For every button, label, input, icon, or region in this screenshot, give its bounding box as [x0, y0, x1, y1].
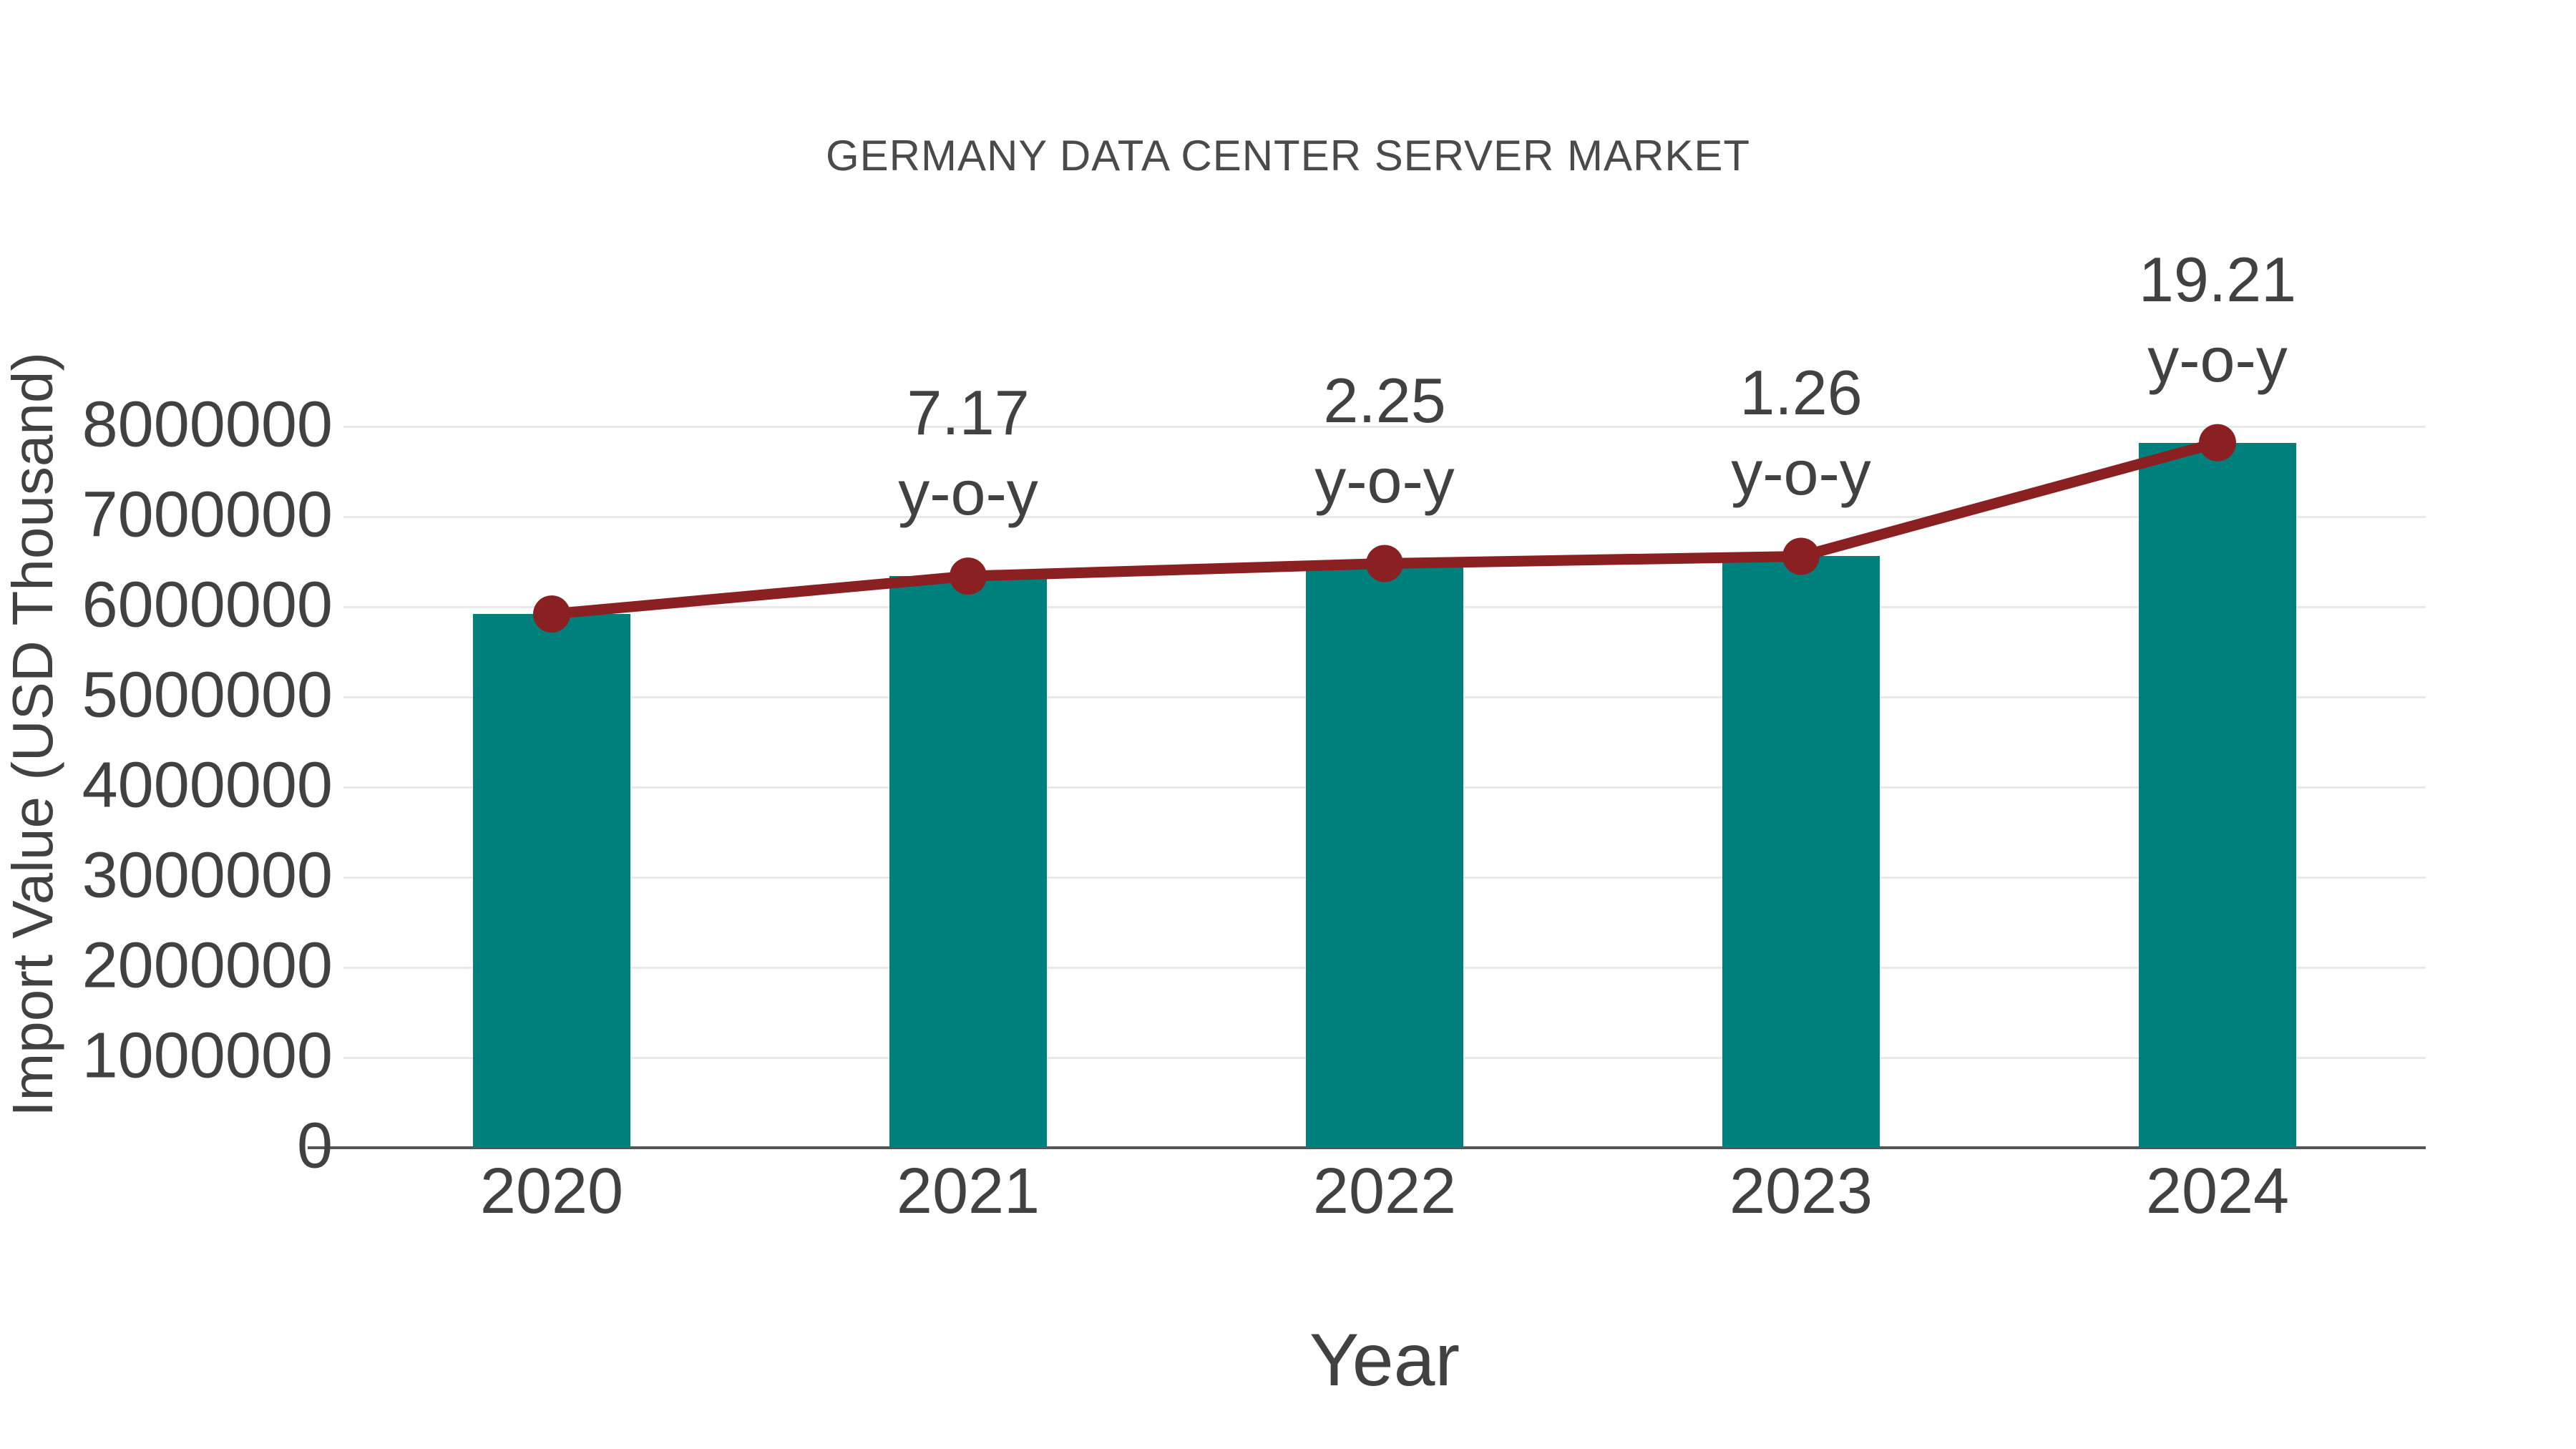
- yoy-value-2024: 19.21: [2138, 243, 2297, 315]
- x-tick-label-2020: 2020: [479, 1156, 624, 1227]
- yoy-marker-2022: [1366, 545, 1403, 582]
- gridline: [343, 425, 2426, 428]
- x-tick-label-2023: 2023: [1729, 1156, 1873, 1227]
- x-tick-label-2024: 2024: [2145, 1156, 2290, 1227]
- bar-2022: [1306, 563, 1463, 1148]
- y-tick-label-5000000: 5000000: [82, 659, 333, 731]
- y-tick-label-7000000: 7000000: [82, 479, 333, 551]
- yoy-suffix-2022: y-o-y: [1314, 444, 1455, 516]
- yoy-value-2021: 7.17: [907, 377, 1030, 449]
- bar-2023: [1722, 556, 1880, 1148]
- x-axis-title: Year: [1309, 1319, 1460, 1402]
- yoy-value-2023: 1.26: [1740, 357, 1863, 429]
- x-tick-label-2022: 2022: [1312, 1156, 1457, 1227]
- bar-2024: [2139, 442, 2296, 1148]
- y-tick-label-4000000: 4000000: [82, 749, 333, 821]
- x-axis-line: [308, 1146, 2426, 1149]
- bar-2020: [473, 614, 630, 1148]
- yoy-annotation-2022: 2.25 y-o-y: [1176, 361, 1593, 521]
- yoy-annotation-2024: 19.21 y-o-y: [2009, 240, 2426, 400]
- x-tick-label-2021: 2021: [896, 1156, 1040, 1227]
- y-tick-label-0: 0: [296, 1110, 333, 1182]
- yoy-suffix-2024: y-o-y: [2147, 323, 2288, 395]
- bar-2021: [889, 576, 1047, 1148]
- chart-title: GERMANY DATA CENTER SERVER MARKET: [825, 132, 1751, 180]
- yoy-marker-2020: [533, 595, 570, 633]
- yoy-suffix-2021: y-o-y: [898, 457, 1038, 529]
- y-tick-label-8000000: 8000000: [82, 389, 333, 461]
- yoy-marker-2024: [2199, 424, 2236, 462]
- yoy-value-2022: 2.25: [1323, 364, 1446, 436]
- yoy-annotation-2023: 1.26 y-o-y: [1593, 353, 2009, 513]
- yoy-suffix-2023: y-o-y: [1731, 437, 1871, 509]
- gridline: [343, 515, 2426, 518]
- yoy-marker-2021: [950, 557, 987, 595]
- y-tick-label-1000000: 1000000: [82, 1020, 333, 1092]
- yoy-annotation-2021: 7.17 y-o-y: [760, 373, 1176, 533]
- y-tick-label-6000000: 6000000: [82, 569, 333, 641]
- yoy-line-chart: [533, 424, 2236, 633]
- yoy-marker-2023: [1782, 537, 1820, 575]
- y-tick-label-3000000: 3000000: [82, 839, 333, 912]
- y-tick-label-2000000: 2000000: [82, 930, 333, 1002]
